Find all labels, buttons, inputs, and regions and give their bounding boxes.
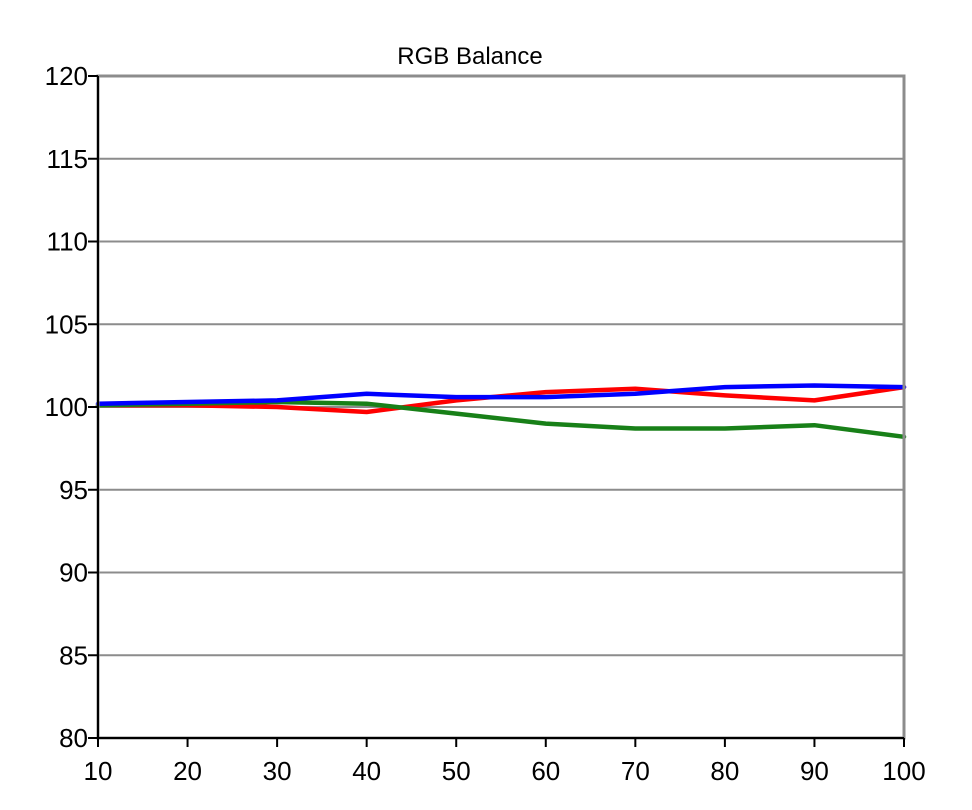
axes: 80 85 90 95 100 105 110 115 120 10 20 30 40 50 60 70 80 9… [45,61,926,786]
y-tick-label-120: 120 [45,61,88,91]
x-tick-label-80: 80 [710,756,739,786]
y-tick-label-90: 90 [59,558,88,588]
y-tick-label-80: 80 [59,723,88,753]
x-tick-label-70: 70 [621,756,650,786]
blue-series-line [95,383,907,406]
y-tick-label-85: 85 [59,640,88,670]
x-tick-label-20: 20 [173,756,202,786]
y-tick-label-115: 115 [47,144,88,174]
x-tick-label-60: 60 [531,756,560,786]
x-tick-label-100: 100 [882,756,925,786]
x-tick-label-90: 90 [800,756,829,786]
x-tick-label-40: 40 [352,756,381,786]
y-tick-label-105: 105 [45,309,88,339]
x-tick-label-10: 10 [84,756,113,786]
x-tick-label-30: 30 [263,756,292,786]
x-tick-label-50: 50 [442,756,471,786]
y-tick-label-95: 95 [59,475,88,505]
y-tick-label-100: 100 [45,392,88,422]
y-tick-label-110: 110 [47,227,88,257]
chart-title: RGB Balance [397,43,542,70]
series-lines [95,383,907,440]
